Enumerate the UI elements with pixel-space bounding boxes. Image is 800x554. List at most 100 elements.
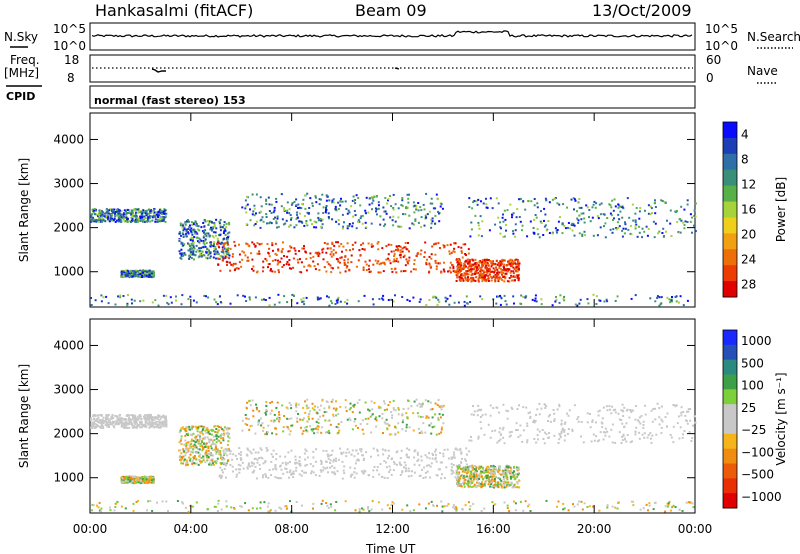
scatter-point (223, 434, 226, 437)
scatter-point (316, 298, 319, 301)
scatter-point (213, 253, 216, 256)
scatter-point (205, 256, 207, 259)
scatter-point (337, 426, 340, 429)
scatter-point (133, 215, 136, 217)
scatter-point (245, 300, 248, 302)
scatter-point (219, 466, 222, 469)
scatter-point (298, 460, 301, 462)
scatter-point (466, 466, 469, 469)
scatter-point (252, 210, 255, 213)
scatter-point (424, 214, 427, 217)
scatter-point (139, 220, 142, 222)
scatter-point (220, 241, 223, 244)
scatter-point (498, 483, 501, 486)
scatter-point (456, 273, 459, 276)
scatter-point (165, 425, 168, 428)
scatter-point (219, 226, 222, 229)
scatter-point (202, 458, 205, 461)
scatter-point (252, 265, 255, 268)
scatter-point (389, 216, 392, 219)
scatter-point (551, 232, 554, 235)
scatter-point (420, 226, 423, 229)
scatter-point (145, 482, 148, 484)
scatter-point (312, 260, 315, 263)
scatter-point (234, 267, 237, 270)
scatter-point (349, 402, 352, 405)
scatter-point (145, 275, 148, 278)
scatter-point (202, 425, 205, 428)
scatter-point (101, 419, 104, 422)
scatter-point (333, 244, 336, 247)
scatter-point (252, 269, 255, 272)
scatter-point (568, 227, 571, 230)
scatter-point (610, 412, 613, 415)
scatter-point (220, 250, 223, 253)
scatter-point (265, 213, 268, 216)
scatter-point (488, 273, 491, 276)
scatter-point (180, 443, 183, 446)
scatter-point (371, 408, 374, 411)
scatter-point (314, 268, 317, 271)
scatter-point (272, 449, 275, 452)
scatter-point (453, 247, 456, 250)
scatter-point (361, 419, 364, 422)
scatter-point (214, 431, 217, 433)
scatter-point (109, 218, 112, 220)
scatter-point (410, 270, 413, 273)
scatter-point (204, 454, 207, 457)
scatter-point (198, 249, 201, 252)
scatter-point (304, 400, 307, 403)
scatter-point (464, 466, 467, 469)
scatter-point (459, 279, 462, 282)
scatter-point (393, 461, 396, 463)
scatter-point (115, 209, 118, 211)
scatter-point (183, 458, 186, 461)
scatter-point (202, 447, 205, 450)
scatter-point (258, 250, 261, 253)
scatter-point (253, 469, 256, 472)
scatter-point (417, 251, 419, 254)
scatter-point (325, 251, 328, 254)
scatter-point (304, 448, 307, 451)
scatter-point (305, 450, 308, 452)
scatter-point (289, 469, 292, 472)
scatter-point (154, 299, 157, 302)
scatter-point (336, 432, 339, 435)
scatter-point (105, 216, 108, 219)
scatter-point (571, 224, 574, 227)
scatter-point (377, 454, 380, 457)
scatter-point (500, 486, 503, 489)
scatter-point (210, 433, 213, 436)
scatter-point (501, 273, 503, 276)
scatter-point (136, 220, 139, 223)
scatter-point (419, 206, 422, 209)
scatter-point (582, 212, 585, 215)
scatter-point (313, 408, 316, 411)
scatter-point (124, 269, 127, 272)
scatter-point (501, 260, 504, 263)
scatter-point (451, 263, 454, 266)
scatter-point (392, 208, 395, 211)
scatter-point (543, 431, 546, 434)
scatter-point (204, 233, 207, 236)
scatter-point (494, 475, 497, 478)
y-tick-label: 2000 (53, 221, 84, 235)
scatter-point (385, 461, 387, 464)
scatter-point (468, 278, 471, 281)
scatter-point (390, 411, 393, 414)
scatter-point (490, 279, 493, 282)
scatter-point (326, 431, 329, 434)
scatter-point (646, 234, 649, 237)
scatter-point (156, 218, 159, 221)
scatter-point (401, 471, 404, 474)
scatter-point (271, 242, 274, 245)
scatter-point (362, 454, 364, 457)
scatter-point (478, 274, 481, 277)
scatter-point (462, 477, 465, 480)
scatter-point (131, 275, 134, 278)
scatter-point (203, 243, 206, 246)
scatter-point (205, 234, 208, 237)
scatter-point (465, 270, 467, 273)
scatter-point (348, 224, 351, 227)
scatter-point (403, 254, 406, 257)
